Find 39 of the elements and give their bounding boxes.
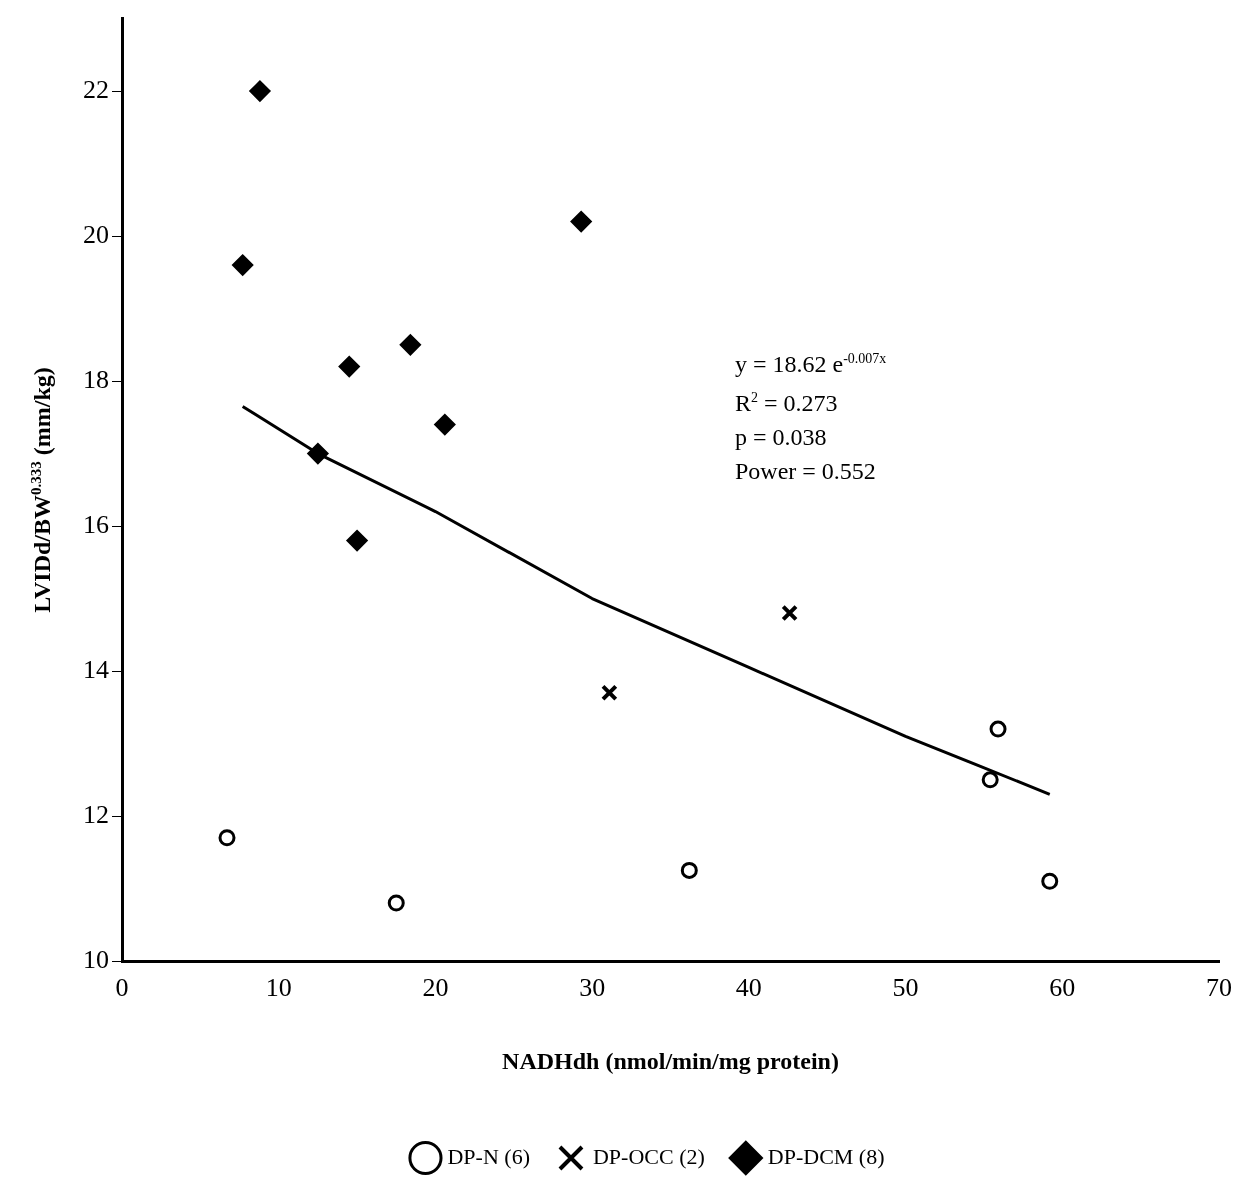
point [570,211,592,233]
x-tick-label: 20 [422,973,449,1003]
point [387,894,405,912]
x-tick-label: 50 [892,973,919,1003]
y-tick-label: 12 [83,799,109,829]
x-tick-label: 60 [1049,973,1076,1003]
annotation: y = 18.62 e$^{-0.007x}$ [735,350,887,379]
x-tick-label: 30 [579,973,606,1003]
point [601,684,618,702]
annotation: R$^{2}$ = 0.273 [735,389,839,418]
y-tick-label: 22 [83,74,109,104]
point [399,334,421,356]
y-tick-label: 10 [83,944,109,974]
y-tick-label: 20 [83,219,109,249]
point [989,720,1007,738]
legend-label: DP-DCM (8) [767,1143,885,1169]
annotation: p = 0.038 [735,423,828,452]
point [781,604,798,622]
y-tick-label: 18 [83,364,109,394]
point [232,254,254,276]
point [346,530,368,552]
legend-label: DP-OCC (2) [592,1143,705,1169]
y-tick-label: 14 [83,654,109,684]
point [249,80,271,102]
point [307,443,329,465]
x-tick-label: 70 [1206,973,1232,1003]
x-tick-label: 10 [265,973,292,1003]
x-tick-label: 0 [115,973,129,1003]
point [680,861,698,879]
legend-label: DP-N (6) [447,1143,530,1169]
point [434,414,456,436]
point [218,829,236,847]
y-tick-label: 16 [83,509,109,539]
point [981,771,999,789]
annotation: Power = 0.552 [735,457,877,486]
x-axis-title: NADHdh (nmol/min/mg protein) [502,1047,839,1074]
point [1041,872,1059,890]
point [338,356,360,378]
x-tick-label: 40 [735,973,762,1003]
